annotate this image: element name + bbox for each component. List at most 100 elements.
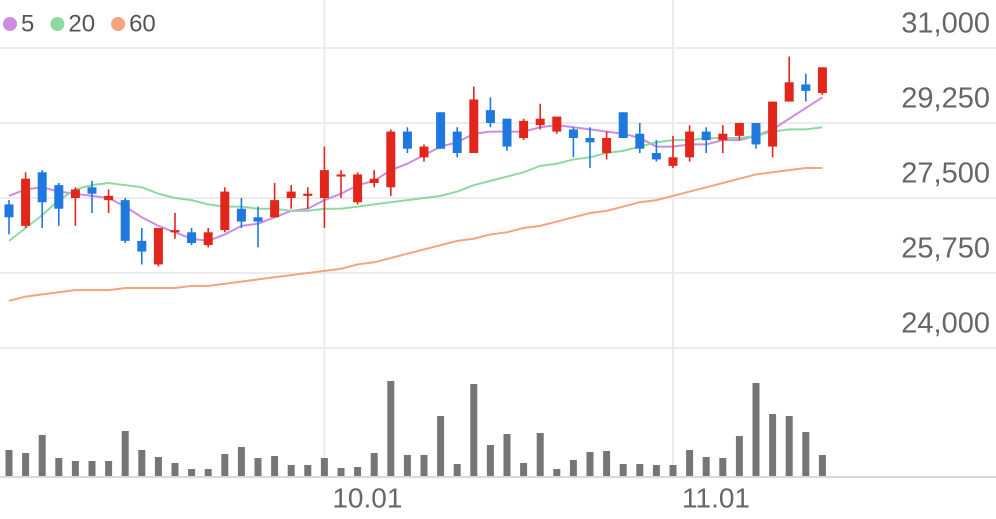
legend-label: 60: [129, 10, 156, 37]
volume-bar: [320, 458, 328, 476]
candle-body: [734, 123, 744, 136]
volume-bar: [154, 457, 162, 476]
volume-bar: [686, 450, 694, 476]
volume-bar: [586, 452, 594, 476]
volume-bar: [237, 447, 245, 476]
candle-body: [120, 200, 130, 241]
volume-bar: [486, 445, 494, 476]
volume-bar: [71, 461, 79, 476]
volume-bar: [271, 456, 279, 476]
candle-body: [651, 153, 661, 160]
volume-bar: [785, 416, 793, 476]
candle-body: [319, 170, 329, 198]
candle-body: [170, 230, 180, 233]
y-tick-label: 31,000: [901, 8, 990, 40]
legend-marker: [50, 17, 65, 31]
volume-bar: [818, 455, 826, 476]
candle-body: [502, 118, 512, 147]
volume-bar: [553, 469, 561, 476]
volume-bar: [254, 458, 262, 476]
y-tick-label: 24,000: [901, 308, 990, 340]
candle-body: [70, 189, 80, 198]
candle-body: [801, 84, 811, 91]
volume-bar: [636, 464, 644, 476]
volume-bar: [470, 384, 478, 476]
volume-bar: [204, 469, 212, 476]
legend-label: 5: [21, 10, 34, 37]
candle-body: [452, 131, 462, 153]
volume-bar: [38, 435, 46, 476]
candle-body: [236, 208, 246, 222]
volume-bar: [105, 461, 113, 476]
volume-bar: [503, 434, 511, 476]
volume-bar: [669, 465, 677, 476]
volume-bar: [802, 432, 810, 476]
volume-bar: [121, 431, 129, 476]
candle-body: [568, 129, 578, 138]
volume-bar: [603, 451, 611, 476]
candle-body: [419, 146, 429, 158]
candle-body: [485, 110, 495, 123]
x-tick-label: 11.01: [682, 482, 750, 513]
volume-bar: [453, 464, 461, 476]
candle-body: [37, 172, 47, 203]
volume-bar: [619, 464, 627, 476]
candle-body: [817, 67, 827, 93]
candle-body: [87, 187, 97, 194]
candle-body: [535, 118, 545, 126]
y-tick-label: 27,500: [901, 158, 990, 190]
candle-body: [768, 101, 778, 147]
legend-label: 20: [68, 10, 95, 37]
volume-bar: [337, 468, 345, 476]
ma-line: [8, 96, 823, 242]
volume-bar: [420, 455, 428, 476]
volume-bar: [55, 458, 63, 476]
volume-bar: [287, 465, 295, 476]
candle-body: [618, 112, 628, 138]
volume-bar: [188, 469, 196, 476]
legend-marker: [111, 17, 126, 31]
candle-body: [21, 178, 31, 226]
candle-body: [635, 133, 645, 149]
volume-bar: [437, 416, 445, 476]
candle-body: [784, 82, 794, 102]
y-tick-label: 29,250: [901, 83, 990, 115]
volume-bar: [22, 453, 30, 476]
candle-body: [701, 131, 711, 141]
candle-body: [187, 232, 197, 243]
candle-body: [270, 200, 280, 218]
candle-body: [718, 133, 728, 141]
candle-body: [4, 204, 14, 218]
y-tick-label: 25,750: [901, 233, 990, 265]
volume-bar: [304, 465, 312, 476]
volume-bar: [387, 381, 395, 476]
candle-body: [353, 174, 363, 203]
volume-bar: [221, 454, 229, 476]
volume-bar: [171, 463, 179, 476]
volume-bar: [370, 453, 378, 476]
x-tick-label: 10.01: [332, 482, 402, 513]
volume-bar: [735, 436, 743, 476]
volume-bar: [569, 460, 577, 476]
volume-bar: [536, 433, 544, 476]
candle-body: [137, 240, 147, 252]
candle-body: [336, 174, 346, 177]
candle-body: [253, 217, 263, 222]
candle-body: [386, 131, 396, 188]
candle-body: [685, 131, 695, 158]
volume-bar: [403, 455, 411, 476]
candle-body: [369, 178, 379, 183]
volume-bar: [702, 457, 710, 476]
candle-body: [436, 112, 446, 149]
candle-body: [402, 131, 412, 149]
candle-body: [602, 138, 612, 153]
volume-bar: [138, 450, 146, 476]
candle-body: [286, 191, 296, 198]
candle-body: [751, 123, 761, 145]
candle-body: [54, 185, 64, 209]
candle-body: [469, 99, 479, 153]
volume-bar: [5, 450, 13, 476]
legend-marker: [3, 17, 17, 31]
candle-body: [104, 195, 114, 201]
candle-body: [303, 193, 313, 196]
